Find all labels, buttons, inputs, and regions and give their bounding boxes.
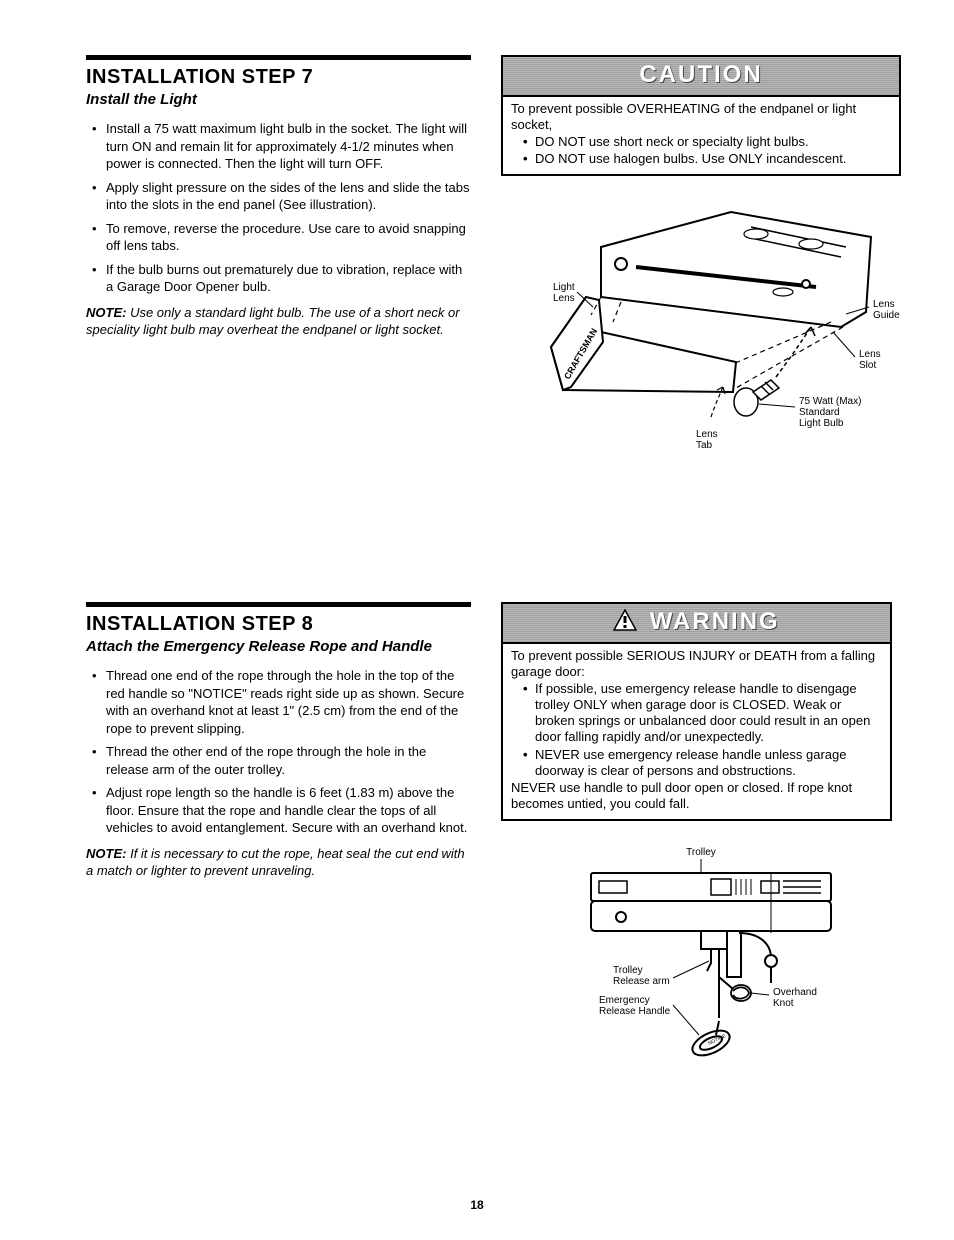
caution-bullet: DO NOT use halogen bulbs. Use ONLY incan…: [523, 151, 891, 167]
step7-bullet: Install a 75 watt maximum light bulb in …: [92, 120, 471, 173]
caution-header: CAUTION: [503, 57, 899, 97]
label-trolley-release-arm: TrolleyRelease arm: [613, 965, 670, 987]
step7-section: INSTALLATION STEP 7 Install the Light In…: [86, 55, 892, 482]
step7-note: NOTE: Use only a standard light bulb. Th…: [86, 304, 471, 339]
step7-text-col: INSTALLATION STEP 7 Install the Light In…: [86, 55, 471, 482]
warning-intro: To prevent possible SERIOUS INJURY or DE…: [511, 648, 882, 681]
warning-header-text: WARNING: [650, 608, 780, 635]
caution-box: CAUTION To prevent possible OVERHEATING …: [501, 55, 901, 176]
step8-subtitle: Attach the Emergency Release Rope and Ha…: [86, 638, 471, 655]
warning-body: To prevent possible SERIOUS INJURY or DE…: [503, 644, 890, 819]
step7-bullet: Apply slight pressure on the sides of th…: [92, 179, 471, 214]
warning-header: WARNING: [503, 604, 890, 644]
step7-right-col: CAUTION To prevent possible OVERHEATING …: [501, 55, 901, 482]
warning-triangle-icon: [613, 609, 637, 636]
label-emergency-handle: EmergencyRelease Handle: [599, 995, 671, 1017]
label-lens-guide: LensGuide: [873, 299, 900, 321]
label-lens-tab: LensTab: [696, 429, 718, 451]
caution-header-text: CAUTION: [639, 61, 762, 88]
caution-intro: To prevent possible OVERHEATING of the e…: [511, 101, 891, 134]
label-bulb: 75 Watt (Max)StandardLight Bulb: [799, 396, 861, 429]
page-number: 18: [0, 1198, 954, 1212]
step8-rule: [86, 602, 471, 607]
step7-bullet: If the bulb burns out prematurely due to…: [92, 261, 471, 296]
warning-bullet: NEVER use emergency release handle unles…: [523, 747, 882, 780]
step8-bullet: Thread the other end of the rope through…: [92, 743, 471, 778]
step8-note: NOTE: If it is necessary to cut the rope…: [86, 845, 471, 880]
label-light-lens: LightLens: [553, 282, 575, 304]
note-text: Use only a standard light bulb. The use …: [86, 305, 460, 338]
step7-subtitle: Install the Light: [86, 91, 471, 108]
note-label: NOTE:: [86, 846, 126, 861]
step8-right-col: WARNING To prevent possible SERIOUS INJU…: [501, 602, 892, 1063]
step8-section: INSTALLATION STEP 8 Attach the Emergency…: [86, 602, 892, 1063]
label-trolley: Trolley: [686, 847, 716, 858]
step7-rule: [86, 55, 471, 60]
note-text: If it is necessary to cut the rope, heat…: [86, 846, 465, 879]
step7-bullet: To remove, reverse the procedure. Use ca…: [92, 220, 471, 255]
label-lens-slot: LensSlot: [859, 349, 881, 371]
step8-title: INSTALLATION STEP 8: [86, 613, 471, 636]
warning-bullet: If possible, use emergency release handl…: [523, 681, 882, 746]
note-label: NOTE:: [86, 305, 126, 320]
warning-box: WARNING To prevent possible SERIOUS INJU…: [501, 602, 892, 821]
caution-body: To prevent possible OVERHEATING of the e…: [503, 97, 899, 174]
warning-bullets: If possible, use emergency release handl…: [523, 681, 882, 780]
trolley-diagram: NOTICE Trolley TrolleyRelease arm Emerge…: [561, 843, 892, 1063]
label-overhand-knot: OverhandKnot: [773, 987, 817, 1009]
light-diagram: LightLens LensGuide LensSlot 75 Watt (Ma…: [501, 192, 901, 482]
step8-bullet: Adjust rope length so the handle is 6 fe…: [92, 784, 471, 837]
step8-bullet-list: Thread one end of the rope through the h…: [92, 667, 471, 837]
step8-bullet: Thread one end of the rope through the h…: [92, 667, 471, 737]
caution-bullet: DO NOT use short neck or specialty light…: [523, 134, 891, 150]
step7-title: INSTALLATION STEP 7: [86, 66, 471, 89]
caution-bullets: DO NOT use short neck or specialty light…: [523, 134, 891, 168]
step8-text-col: INSTALLATION STEP 8 Attach the Emergency…: [86, 602, 471, 1063]
step7-bullet-list: Install a 75 watt maximum light bulb in …: [92, 120, 471, 296]
warning-outro: NEVER use handle to pull door open or cl…: [511, 780, 882, 813]
